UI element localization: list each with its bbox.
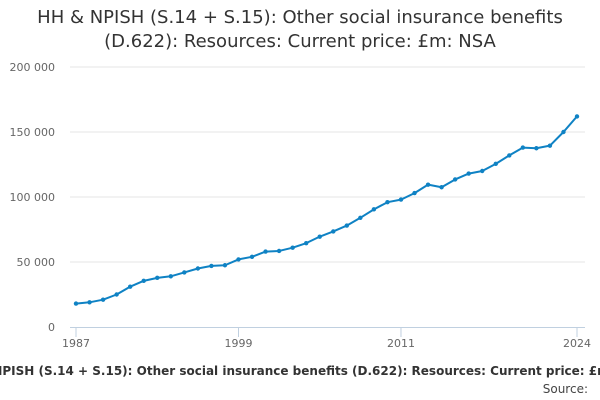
gridlines [70,66,585,263]
data-point [155,275,160,281]
data-point [87,300,92,305]
data-point [547,143,553,148]
data-point [574,114,580,119]
data-point [276,248,282,254]
source-label: Source: [542,382,588,396]
x-tick-label: 2024 [563,337,591,350]
data-point [439,185,444,190]
data-point [127,284,133,289]
data-point [73,301,79,306]
data-point [412,190,417,196]
data-point [236,257,241,262]
data-point [317,234,322,239]
data-point [331,229,336,234]
data-point [480,168,485,174]
data-point [209,263,214,269]
data-point [452,177,458,182]
x-tick-label: 1999 [224,337,252,350]
series-line [75,115,578,305]
y-tick-label: 50 000 [17,256,56,269]
data-point [398,197,404,202]
data-point [100,297,106,302]
data-point [534,146,539,151]
chart-title: HH & NPISH (S.14 + S.15): Other social i… [0,6,600,54]
y-tick-label: 0 [48,321,55,334]
axes [70,327,585,337]
data-point [182,270,187,275]
data-point [195,266,201,271]
data-point [425,182,431,187]
data-point [141,278,146,284]
chart-title-line-2: (D.622): Resources: Current price: £m: N… [104,31,496,52]
data-point [168,274,173,279]
data-point [344,223,350,228]
data-point [507,153,512,158]
data-point [561,129,566,135]
legend-label: HH & NPISH (S.14 + S.15): Other social i… [0,364,600,378]
x-tick-label: 2011 [387,337,415,350]
chart-title-line-1: HH & NPISH (S.14 + S.15): Other social i… [37,7,563,28]
data-point [520,145,526,150]
data-point [263,249,268,254]
data-point [303,240,309,246]
data-point [466,171,471,176]
series-layer [73,114,580,306]
y-tick-label: 100 000 [10,191,56,204]
data-point [371,207,377,212]
data-point [222,263,228,268]
legend: HH & NPISH (S.14 + S.15): Other social i… [0,364,600,382]
x-tick-label: 1987 [62,337,90,350]
data-point [358,215,363,220]
y-tick-label: 150 000 [10,126,56,139]
y-axis-tick-labels: 0 50 000 100 000 150 000 200 000 [10,61,56,334]
data-point [249,254,255,259]
data-point [385,200,390,205]
y-tick-label: 200 000 [10,61,56,74]
data-point [114,292,119,297]
data-point [290,245,295,250]
data-point [493,161,498,167]
x-axis-tick-labels: 1987 1999 2011 2024 [62,337,591,350]
